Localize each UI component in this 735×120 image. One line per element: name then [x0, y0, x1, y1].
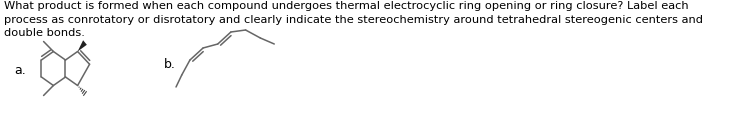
Text: b.: b.	[164, 59, 176, 72]
Text: a.: a.	[15, 63, 26, 77]
Polygon shape	[78, 40, 87, 51]
Text: What product is formed when each compound undergoes thermal electrocyclic ring o: What product is formed when each compoun…	[4, 1, 703, 38]
